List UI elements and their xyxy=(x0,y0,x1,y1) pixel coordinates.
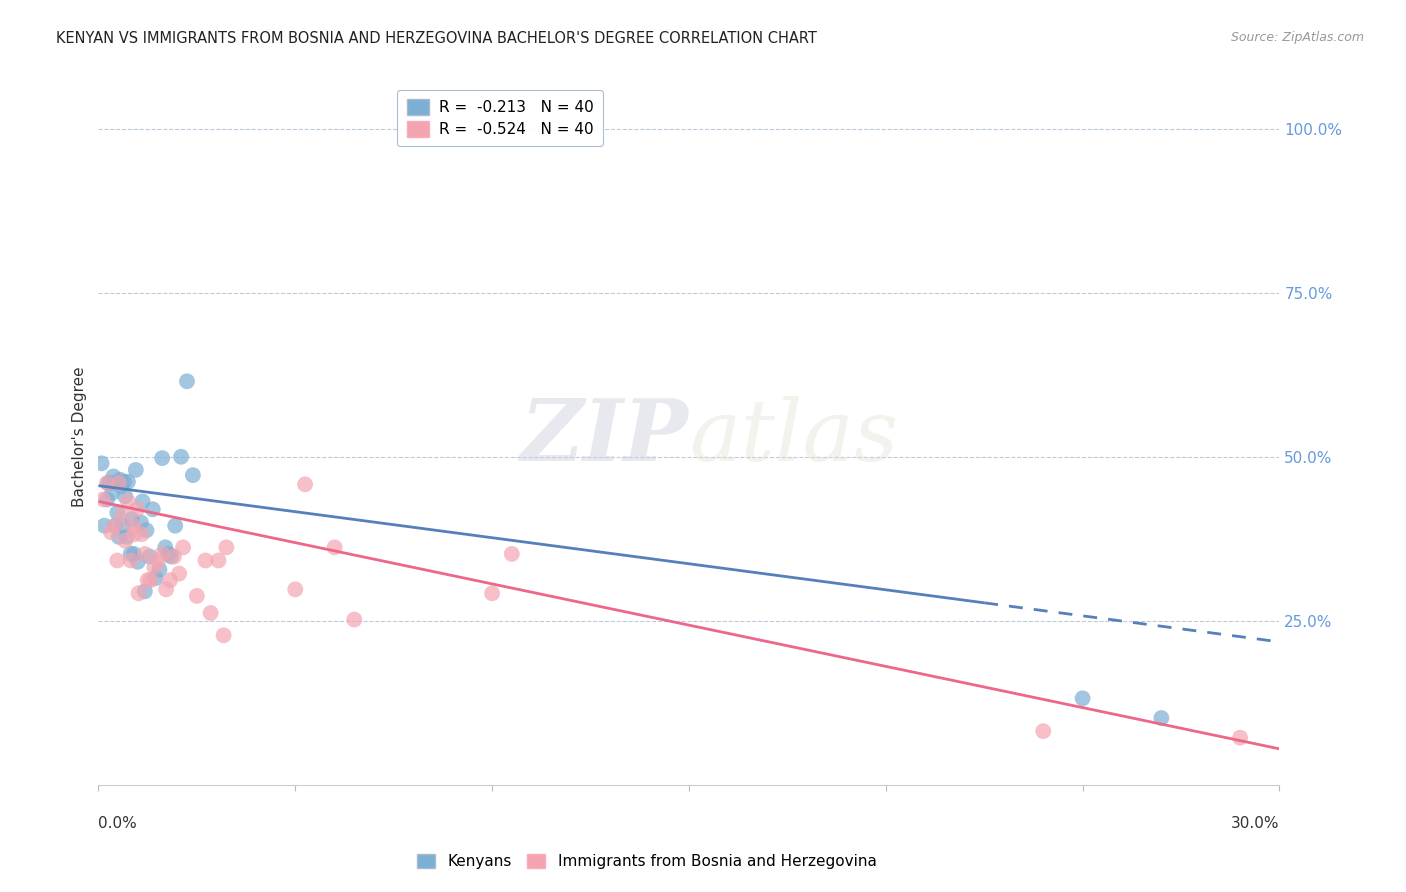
Point xyxy=(129,516,152,530)
Point xyxy=(323,541,346,555)
Point xyxy=(104,518,127,533)
Point xyxy=(114,533,136,548)
Point xyxy=(90,456,112,470)
Point xyxy=(134,547,156,561)
Point xyxy=(136,573,159,587)
Point xyxy=(131,527,153,541)
Point xyxy=(125,502,148,516)
Point xyxy=(108,476,131,491)
Point xyxy=(1150,711,1173,725)
Point xyxy=(122,518,145,533)
Point xyxy=(98,476,121,491)
Point xyxy=(145,571,167,585)
Point xyxy=(120,547,142,561)
Point xyxy=(142,502,165,516)
Point xyxy=(181,468,204,483)
Point xyxy=(1071,691,1094,706)
Point xyxy=(131,494,153,508)
Point xyxy=(167,566,190,581)
Point xyxy=(1032,724,1054,739)
Point xyxy=(160,549,183,564)
Text: atlas: atlas xyxy=(689,396,898,478)
Point xyxy=(122,547,145,561)
Point xyxy=(284,582,307,597)
Text: 30.0%: 30.0% xyxy=(1232,816,1279,831)
Point xyxy=(143,560,166,574)
Point xyxy=(170,450,193,464)
Y-axis label: Bachelor's Degree: Bachelor's Degree xyxy=(72,367,87,508)
Point xyxy=(111,508,134,522)
Point xyxy=(194,553,217,567)
Point xyxy=(200,606,222,620)
Text: ZIP: ZIP xyxy=(522,395,689,479)
Point xyxy=(155,582,177,597)
Point xyxy=(124,527,146,541)
Legend: R =  -0.213   N = 40, R =  -0.524   N = 40: R = -0.213 N = 40, R = -0.524 N = 40 xyxy=(398,90,603,146)
Point xyxy=(148,553,170,567)
Point xyxy=(294,477,316,491)
Point xyxy=(128,586,150,600)
Point xyxy=(127,555,149,569)
Point xyxy=(91,492,114,507)
Point xyxy=(115,530,138,544)
Point xyxy=(105,506,128,520)
Point xyxy=(163,549,186,564)
Point xyxy=(172,541,194,555)
Point xyxy=(148,563,170,577)
Point xyxy=(101,486,124,500)
Point xyxy=(165,518,187,533)
Point xyxy=(103,469,125,483)
Point xyxy=(120,553,142,567)
Point xyxy=(117,475,139,489)
Point xyxy=(157,547,180,561)
Point xyxy=(96,476,118,491)
Point xyxy=(108,473,131,487)
Point xyxy=(207,553,229,567)
Point xyxy=(186,589,208,603)
Point xyxy=(215,541,238,555)
Point xyxy=(481,586,503,600)
Point xyxy=(110,479,132,493)
Point xyxy=(97,476,120,491)
Point xyxy=(135,523,157,537)
Text: 0.0%: 0.0% xyxy=(98,816,138,831)
Point xyxy=(125,463,148,477)
Point xyxy=(1229,731,1251,745)
Point xyxy=(343,613,366,627)
Point xyxy=(159,573,181,587)
Point xyxy=(176,374,198,388)
Point xyxy=(100,525,122,540)
Point xyxy=(501,547,523,561)
Text: Source: ZipAtlas.com: Source: ZipAtlas.com xyxy=(1230,31,1364,45)
Point xyxy=(212,628,235,642)
Point xyxy=(155,541,177,555)
Point xyxy=(139,573,162,587)
Point xyxy=(112,475,135,489)
Point xyxy=(117,494,139,508)
Point xyxy=(150,547,173,561)
Point xyxy=(111,518,134,533)
Point xyxy=(105,553,128,567)
Point xyxy=(150,451,173,466)
Point xyxy=(108,530,131,544)
Point xyxy=(96,492,118,507)
Legend: Kenyans, Immigrants from Bosnia and Herzegovina: Kenyans, Immigrants from Bosnia and Herz… xyxy=(411,848,883,875)
Point xyxy=(134,584,156,599)
Point xyxy=(93,518,115,533)
Point xyxy=(121,512,143,526)
Point xyxy=(138,549,160,564)
Point xyxy=(104,518,127,533)
Text: KENYAN VS IMMIGRANTS FROM BOSNIA AND HERZEGOVINA BACHELOR'S DEGREE CORRELATION C: KENYAN VS IMMIGRANTS FROM BOSNIA AND HER… xyxy=(56,31,817,46)
Point xyxy=(114,489,136,503)
